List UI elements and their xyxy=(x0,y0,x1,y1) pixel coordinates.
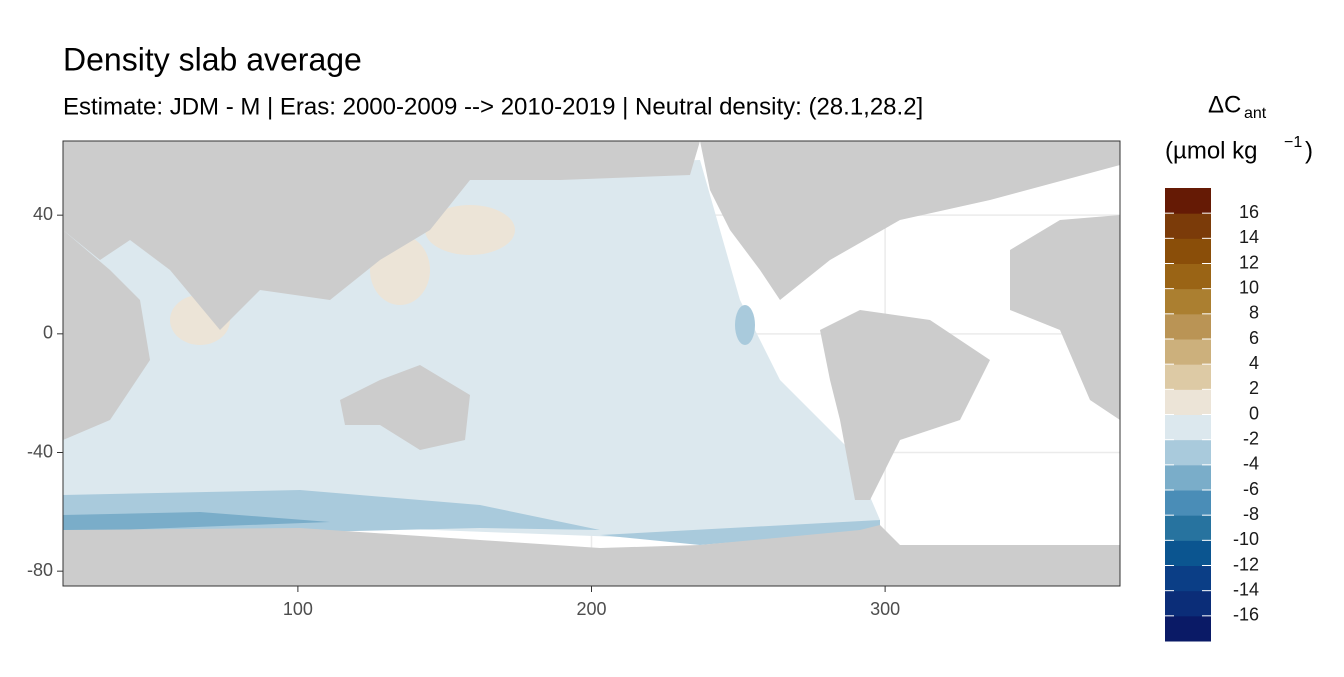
y-tick-label: -40 xyxy=(27,441,53,461)
ocean-blue-band xyxy=(63,512,330,532)
ocean-patch xyxy=(735,305,755,345)
colorbar-bin xyxy=(1165,213,1211,239)
legend-unit-close: ) xyxy=(1305,137,1313,164)
colorbar-bin xyxy=(1165,565,1211,592)
land xyxy=(63,525,1120,586)
colorbar-label: -8 xyxy=(1243,504,1259,524)
colorbar-label: -16 xyxy=(1233,605,1259,625)
colorbar-bin xyxy=(1165,389,1211,415)
ocean-blue-band xyxy=(600,520,880,545)
colorbar-label: 14 xyxy=(1239,227,1259,247)
legend: ΔC ant (µmol kg −1 ) 16 14 12 10 8 6 4 2 0 -2 -4 -6… xyxy=(1165,91,1313,642)
colorbar-bin xyxy=(1165,313,1211,340)
x-tick-label: 200 xyxy=(576,599,606,619)
colorbar-label: -2 xyxy=(1243,428,1259,448)
colorbar-bin xyxy=(1165,540,1211,566)
colorbar-label: 2 xyxy=(1249,378,1259,398)
colorbar-label: -12 xyxy=(1233,554,1259,574)
ocean-patch xyxy=(425,205,515,255)
colorbar: 16 14 12 10 8 6 4 2 0 -2 -4 -6 -8 -10 -12 -14 -16 xyxy=(1165,188,1259,642)
colorbar-bin xyxy=(1165,364,1211,390)
colorbar-bin xyxy=(1165,263,1211,290)
colorbar-label: 0 xyxy=(1249,403,1259,423)
legend-title-subscript: ant xyxy=(1244,105,1267,122)
colorbar-bin xyxy=(1165,439,1211,466)
colorbar-label: -14 xyxy=(1233,579,1259,599)
colorbar-bin xyxy=(1165,238,1211,264)
legend-unit-exponent: −1 xyxy=(1284,134,1302,151)
colorbar-label: 6 xyxy=(1249,328,1259,348)
map xyxy=(63,141,1120,586)
colorbar-bin xyxy=(1165,615,1211,642)
colorbar-label: 4 xyxy=(1249,353,1259,373)
x-tick-label: 300 xyxy=(870,599,900,619)
x-tick-label: 100 xyxy=(283,599,313,619)
colorbar-bin xyxy=(1165,464,1211,491)
land xyxy=(1010,215,1120,420)
y-tick-label: 40 xyxy=(33,204,53,224)
colorbar-label: 10 xyxy=(1239,277,1259,297)
colorbar-label: 16 xyxy=(1239,202,1259,222)
legend-title: ΔC xyxy=(1208,91,1241,118)
colorbar-bin xyxy=(1165,490,1211,516)
y-tick-label: 0 xyxy=(43,323,53,343)
colorbar-label: -10 xyxy=(1233,529,1259,549)
y-tick-label: -80 xyxy=(27,560,53,580)
chart-title: Density slab average xyxy=(63,41,362,77)
land xyxy=(63,141,700,330)
colorbar-label: -4 xyxy=(1243,454,1259,474)
colorbar-bin xyxy=(1165,339,1211,365)
colorbar-label: -6 xyxy=(1243,479,1259,499)
colorbar-bin xyxy=(1165,515,1211,541)
land xyxy=(340,365,470,450)
colorbar-bin xyxy=(1165,188,1211,214)
land xyxy=(63,230,150,440)
chart-subtitle: Estimate: JDM - M | Eras: 2000-2009 --> … xyxy=(63,93,923,120)
colorbar-bin xyxy=(1165,590,1211,617)
legend-unit: (µmol kg xyxy=(1165,137,1258,164)
colorbar-label: 12 xyxy=(1239,252,1259,272)
colorbar-label: 8 xyxy=(1249,303,1259,323)
colorbar-bin xyxy=(1165,414,1211,441)
land xyxy=(700,141,1120,300)
land xyxy=(820,310,990,500)
colorbar-bin xyxy=(1165,288,1211,315)
